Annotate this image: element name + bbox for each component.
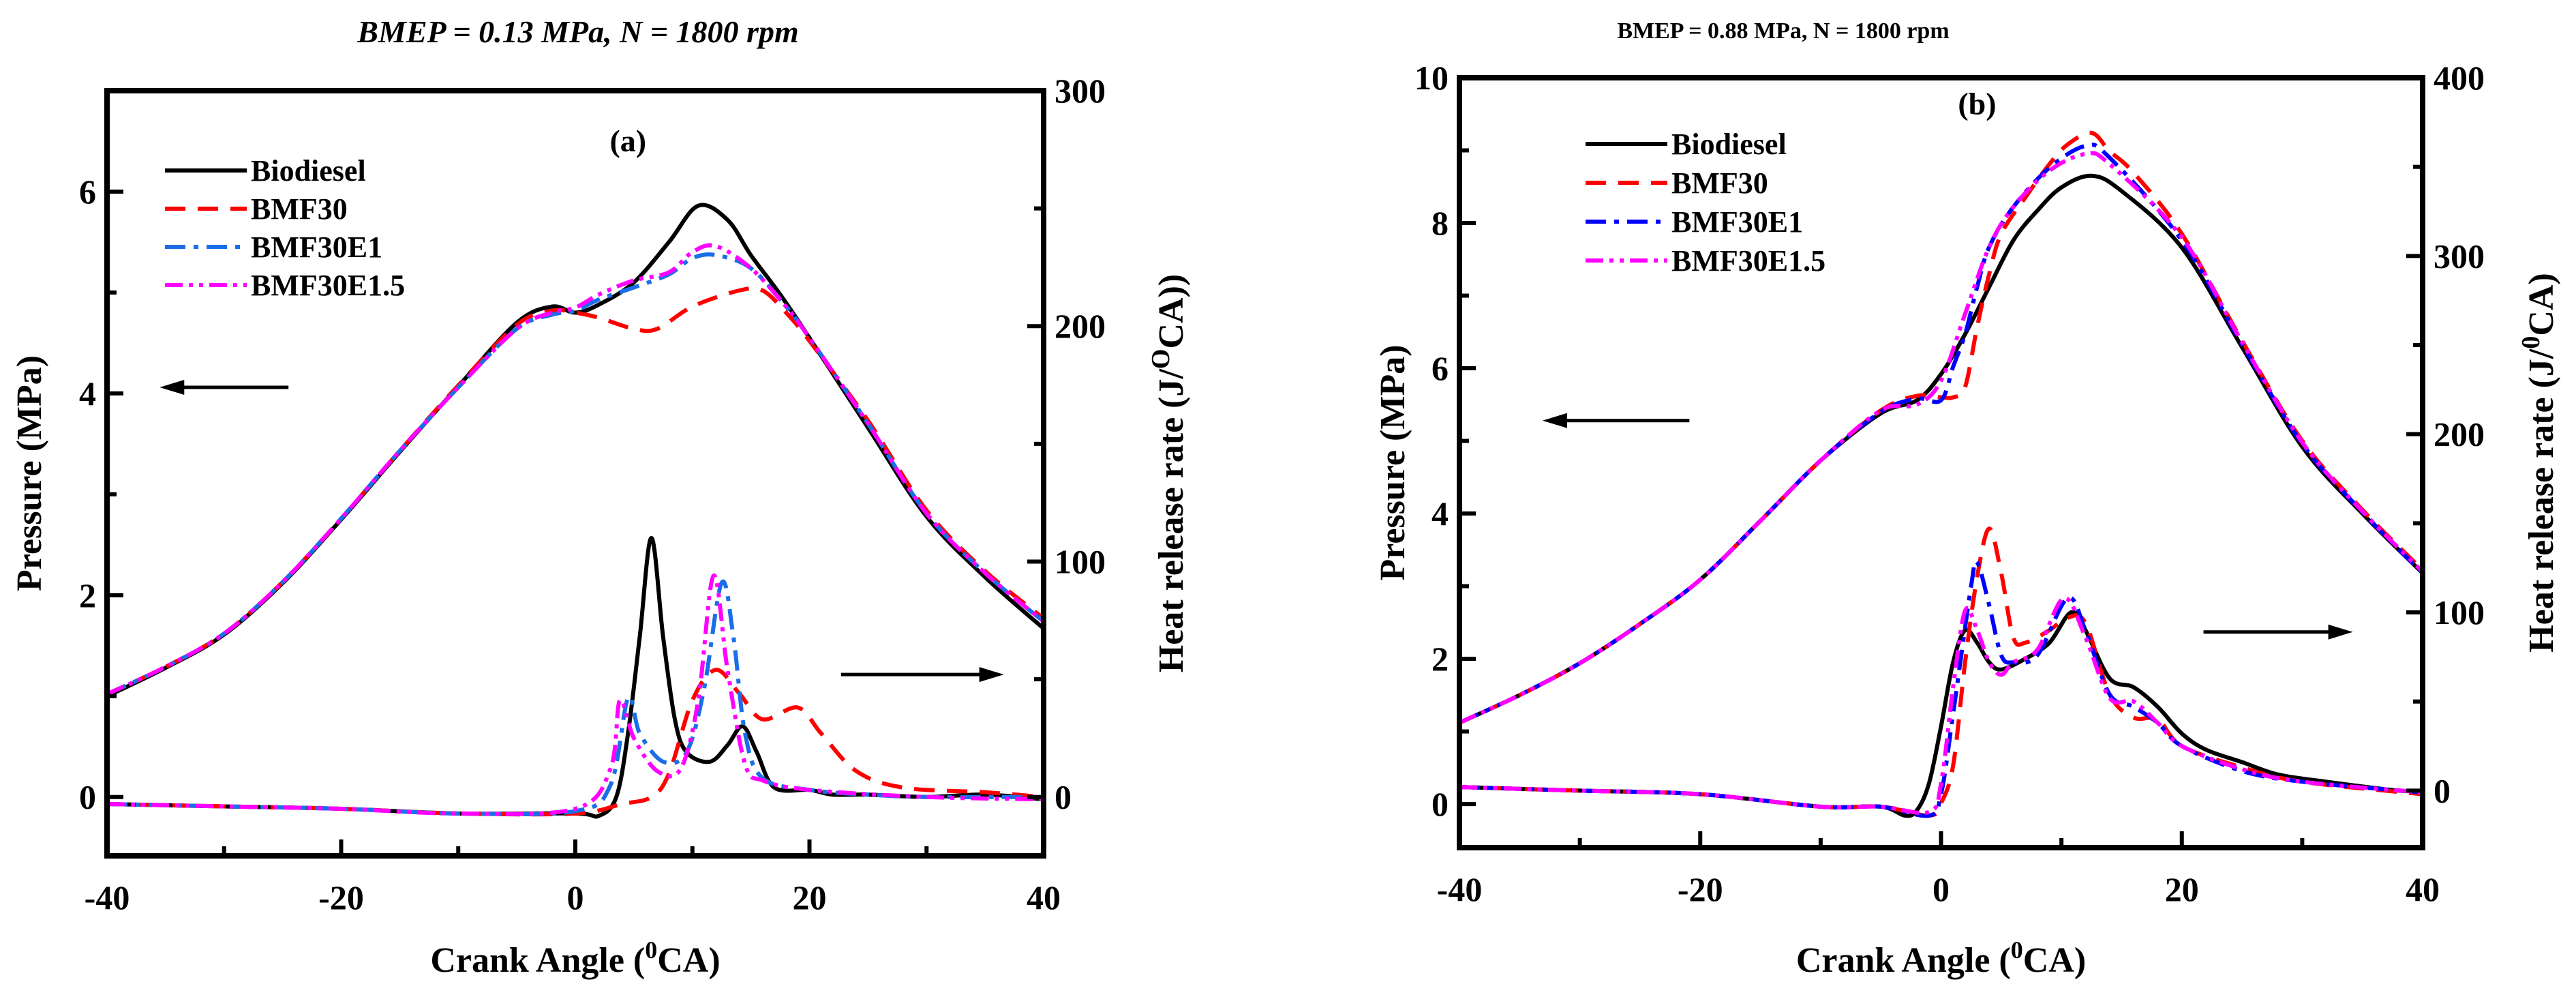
x-tick-label: -20 <box>1678 870 1723 908</box>
pressure-line-bmf30e1 <box>1459 143 2423 725</box>
x-axis-label: Crank Angle (0CA) <box>1796 936 2086 980</box>
hrr-line-bmf30e1-5 <box>107 574 1044 816</box>
x-axis-label-text: CA) <box>2023 941 2086 980</box>
y-left-tick-label: 10 <box>1414 59 1449 97</box>
pressure-line-biodiesel <box>1459 173 2423 725</box>
x-tick-label: 40 <box>1027 878 1061 917</box>
y-right-tick-label: 100 <box>1055 542 1106 580</box>
y-right-tick-label: 300 <box>1055 72 1106 110</box>
y-right-tick-label: 100 <box>2434 593 2485 631</box>
y-left-tick-label: 0 <box>79 778 96 816</box>
arrowhead-icon <box>160 380 185 396</box>
x-axis-label-text: Crank Angle ( <box>430 941 645 980</box>
y-right-axis-label-superscript: O <box>1147 349 1175 370</box>
y-left-axis-label: Pressure (MPa) <box>1374 344 1412 580</box>
y-right-axis-label-text: CA)) <box>1152 274 1191 349</box>
x-tick-label: 20 <box>2165 870 2199 908</box>
y-left-axis-label: Pressure (MPa) <box>10 355 49 591</box>
y-left-tick-label: 4 <box>79 374 96 413</box>
y-right-axis-label-superscript: 0 <box>2517 336 2545 349</box>
legend-entry: Biodiesel <box>251 154 366 188</box>
x-tick-label: 0 <box>1933 870 1950 908</box>
y-left-tick-label: 6 <box>79 173 96 211</box>
y-right-tick-label: 200 <box>1055 307 1106 345</box>
y-right-tick-label: 200 <box>2434 415 2485 453</box>
y-right-tick-label: 300 <box>2434 237 2485 275</box>
legend-entry: BMF30E1 <box>1671 205 1803 239</box>
y-left-tick-label: 2 <box>79 576 96 614</box>
hrr-line-biodiesel <box>107 535 1044 819</box>
x-tick-label: -40 <box>85 878 130 917</box>
y-left-tick-label: 0 <box>1431 785 1449 823</box>
pressure-line-bmf30e1-5 <box>1459 151 2423 725</box>
y-right-axis-label-text: CA) <box>2522 273 2561 336</box>
y-left-tick-label: 6 <box>1431 349 1449 387</box>
y-left-tick-label: 4 <box>1431 494 1449 533</box>
x-axis-label-superscript: 0 <box>2011 936 2023 964</box>
hrr-line-bmf30 <box>1459 526 2423 818</box>
panel-a-pressure-hrr-chart: BMEP = 0.13 MPa, N = 1800 rpm-40 -20 0 20 40… <box>10 14 1191 980</box>
panel-label: (a) <box>609 123 646 158</box>
legend-entry: BMF30E1.5 <box>251 269 405 302</box>
pressure-line-biodiesel <box>107 203 1044 698</box>
chart-title: BMEP = 0.88 MPa, N = 1800 rpm <box>1617 18 1949 44</box>
legend-entry: BMF30E1 <box>251 230 382 264</box>
x-tick-label: 20 <box>793 878 827 917</box>
legend-entry: Biodiesel <box>1671 128 1787 161</box>
x-tick-label: -20 <box>318 878 364 917</box>
x-axis-label-text: CA) <box>657 941 720 980</box>
x-axis-label-text: Crank Angle ( <box>1796 941 2011 980</box>
legend-entry: BMF30 <box>251 192 348 226</box>
y-left-tick-label: 8 <box>1431 204 1449 242</box>
y-right-axis-label-text: Heat release rate (J/ <box>1152 369 1191 673</box>
x-axis-label: Crank Angle (0CA) <box>430 936 720 980</box>
hrr-line-bmf30e1-5 <box>1459 596 2423 816</box>
panel-b-pressure-hrr-chart: BMEP = 0.88 MPa, N = 1800 rpm-40 -20 0 20 40… <box>1374 18 2561 980</box>
arrowhead-icon <box>979 667 1004 683</box>
chart-title: BMEP = 0.13 MPa, N = 1800 rpm <box>357 14 798 49</box>
legend-entry: BMF30 <box>1671 166 1768 200</box>
arrowhead-icon <box>2328 624 2353 640</box>
series-group <box>107 203 1044 819</box>
pressure-line-bmf30e1-5 <box>107 243 1044 696</box>
series-group <box>1459 130 2423 818</box>
x-tick-label: 40 <box>2406 870 2440 908</box>
x-axis-label-superscript: 0 <box>645 936 657 964</box>
y-right-axis-label-text: Heat release rate (J/ <box>2522 348 2561 653</box>
legend-entry: BMF30E1.5 <box>1671 244 1825 278</box>
y-right-axis-label: Heat release rate (J/OCA)) <box>1147 274 1191 672</box>
y-right-tick-label: 0 <box>1055 778 1072 816</box>
x-tick-label: 0 <box>567 878 584 917</box>
x-tick-label: -40 <box>1437 870 1483 908</box>
arrowhead-icon <box>1542 413 1567 428</box>
y-right-axis-label: Heat release rate (J/0CA) <box>2517 273 2561 653</box>
pressure-line-bmf30 <box>107 286 1044 696</box>
y-right-tick-label: 0 <box>2434 771 2451 809</box>
panel-label: (b) <box>1958 86 1996 121</box>
hrr-line-bmf30 <box>107 668 1044 817</box>
y-left-tick-label: 2 <box>1431 640 1449 678</box>
y-right-tick-label: 400 <box>2434 59 2485 97</box>
